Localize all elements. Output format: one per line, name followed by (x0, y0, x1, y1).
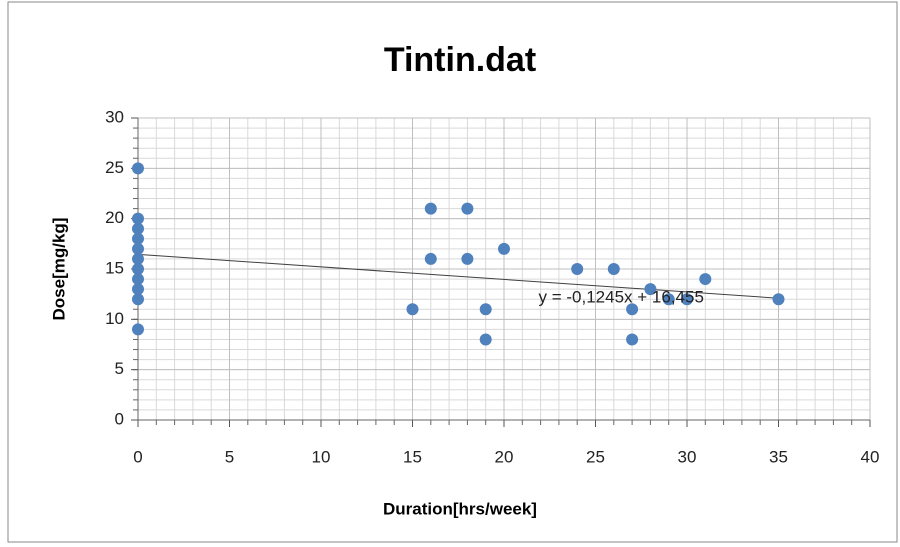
x-tick-label: 0 (133, 447, 142, 466)
point (424, 202, 437, 215)
x-tick-label: 35 (769, 447, 788, 466)
point (607, 263, 620, 275)
x-tick-label: 10 (312, 447, 331, 466)
point (461, 202, 474, 215)
y-tick-label: 20 (105, 208, 124, 227)
point (772, 293, 785, 306)
point (132, 283, 144, 296)
point (424, 252, 437, 265)
y-tick-label: 15 (105, 258, 124, 277)
x-tick-label: 5 (225, 447, 234, 466)
y-tick-label: 30 (105, 107, 124, 126)
point (132, 232, 144, 245)
point (132, 242, 144, 255)
point (644, 283, 657, 296)
x-tick-label: 20 (495, 447, 514, 466)
chart-title: Tintin.dat (384, 41, 536, 79)
point (132, 212, 144, 225)
x-tick-label: 15 (403, 447, 422, 466)
y-tick-label: 25 (105, 158, 124, 177)
y-tick-label: 10 (105, 309, 124, 328)
point (681, 293, 693, 306)
point (132, 162, 144, 175)
point (699, 273, 712, 286)
x-tick-label: 40 (861, 447, 880, 466)
point (479, 303, 492, 316)
trendline-label: y = -0,1245x + 16,455 (539, 288, 704, 307)
point (498, 242, 510, 255)
y-tick-label: 5 (115, 359, 124, 378)
point (132, 263, 144, 275)
point (461, 252, 474, 265)
point (132, 323, 144, 336)
point (132, 273, 144, 286)
x-tick-label: 25 (586, 447, 605, 466)
point (406, 303, 419, 316)
trendline (137, 253, 779, 299)
y-axis-label: Dose[mg/kg] (49, 218, 68, 321)
point (132, 252, 144, 265)
point (132, 222, 144, 235)
point (479, 333, 492, 346)
x-axis-label: Duration[hrs/week] (383, 499, 537, 518)
x-tick-label: 30 (678, 447, 697, 466)
y-tick-label: 0 (115, 409, 124, 428)
point (626, 303, 639, 316)
point (662, 293, 675, 306)
point (571, 263, 584, 275)
point (132, 293, 144, 306)
point (626, 333, 639, 346)
